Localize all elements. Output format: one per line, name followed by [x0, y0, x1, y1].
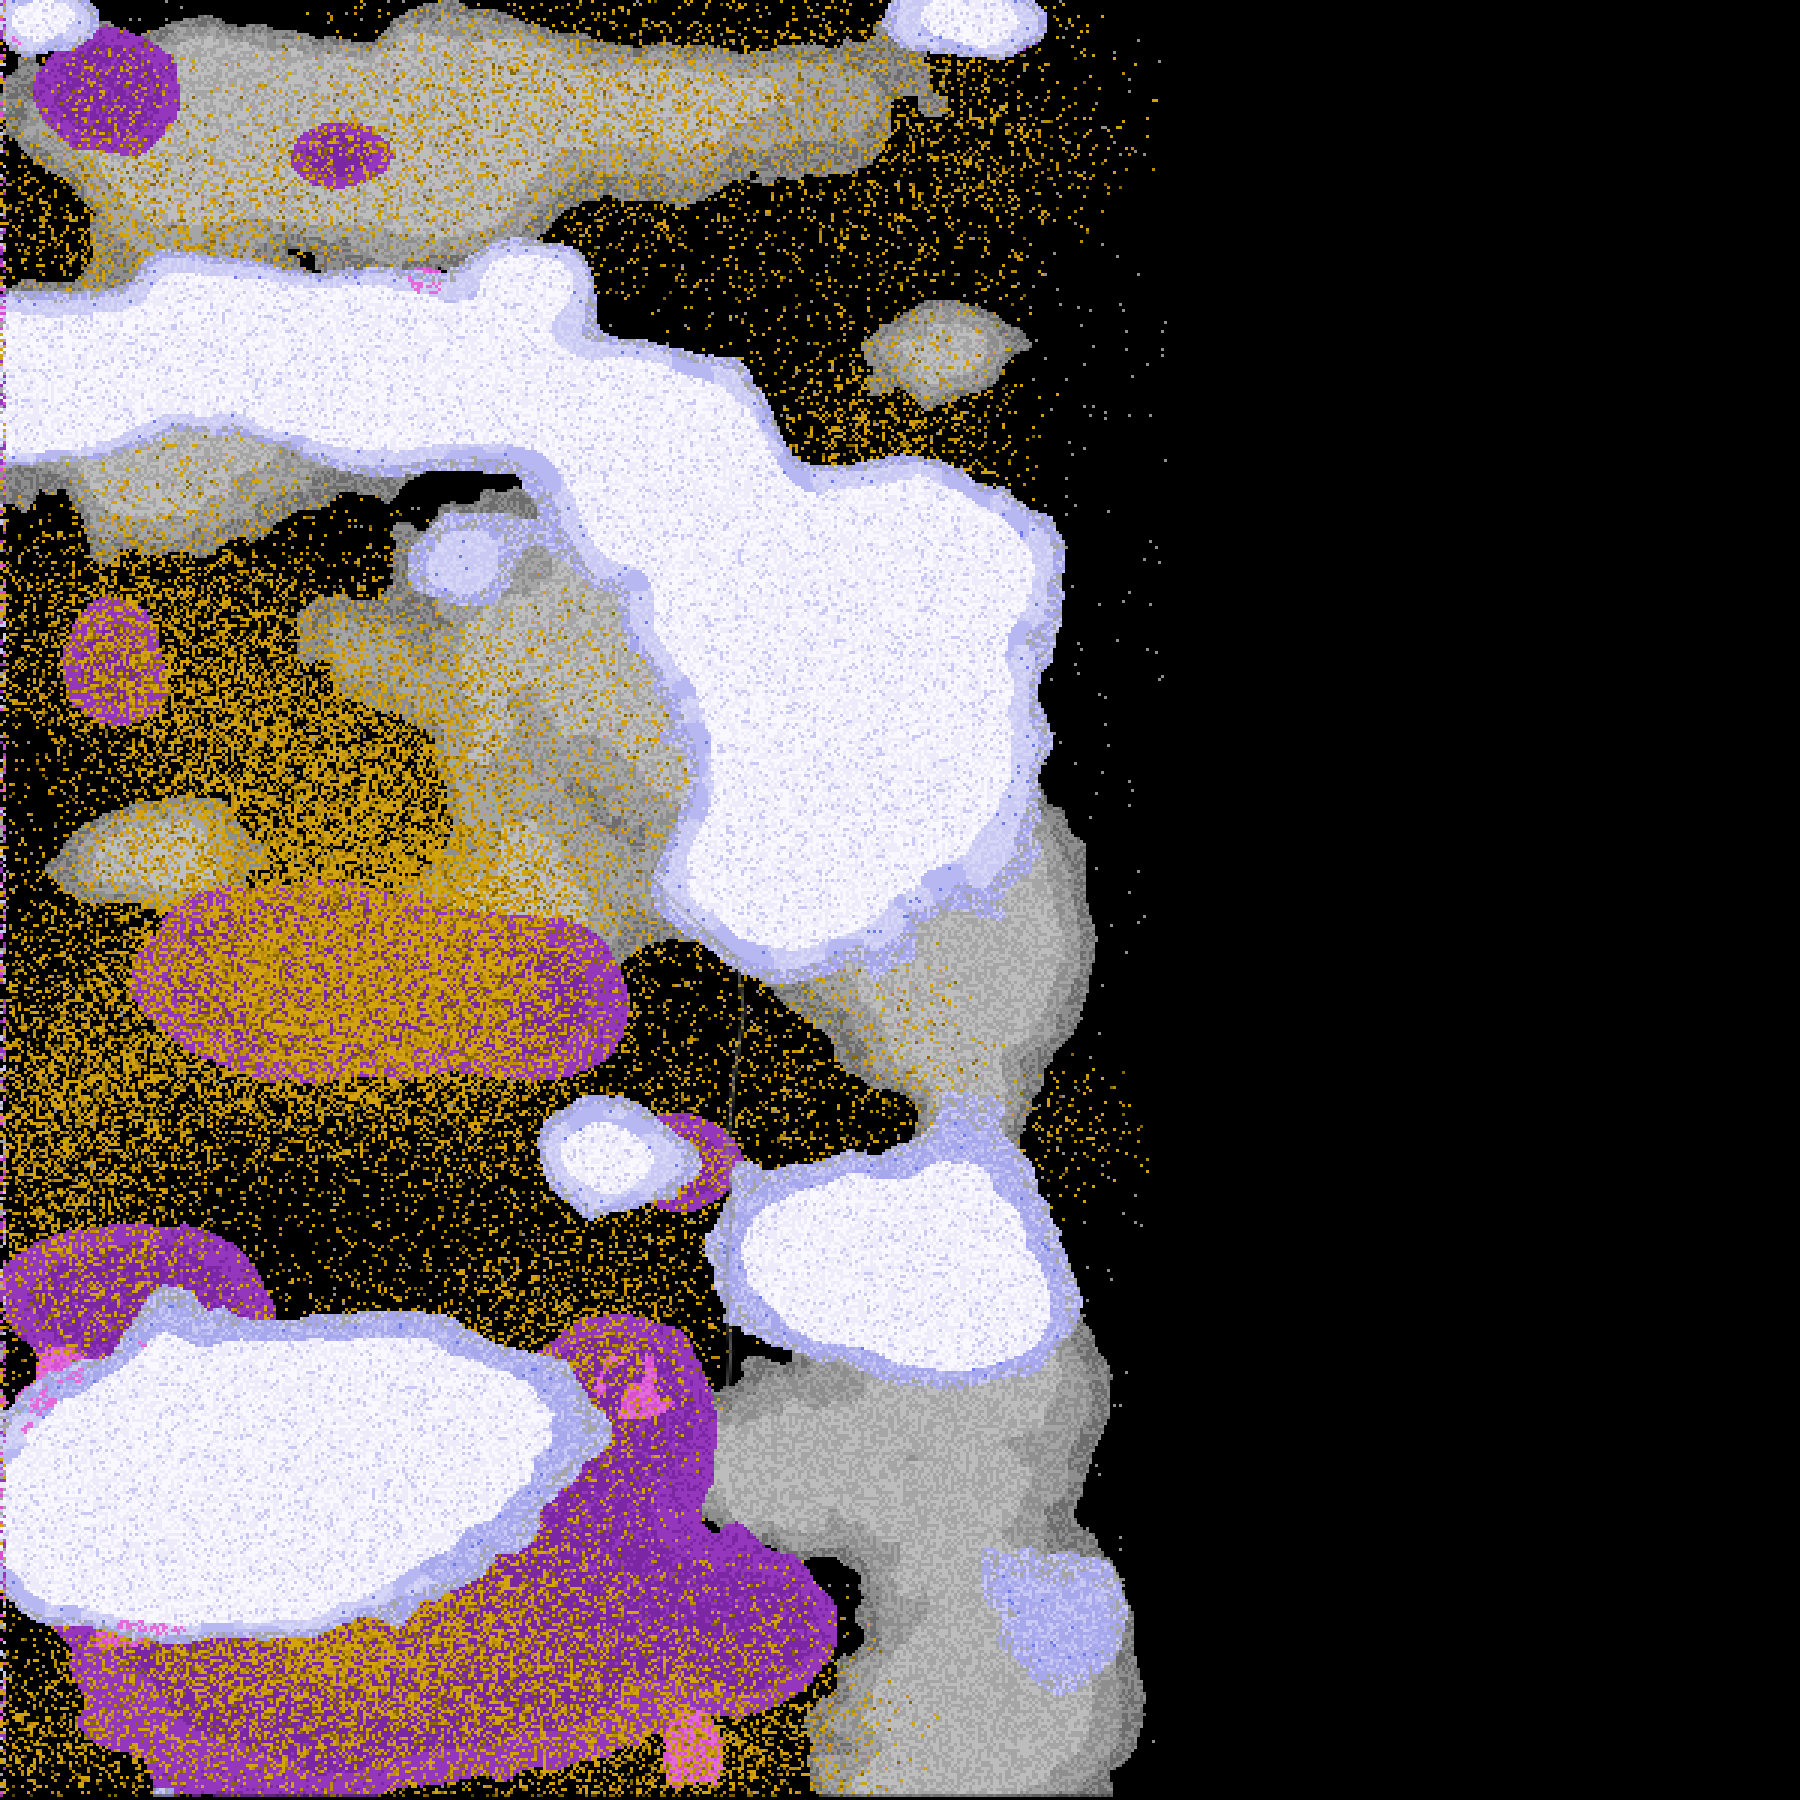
satellite-image-canvas — [0, 0, 1800, 1800]
satellite-false-color-image — [0, 0, 1800, 1800]
